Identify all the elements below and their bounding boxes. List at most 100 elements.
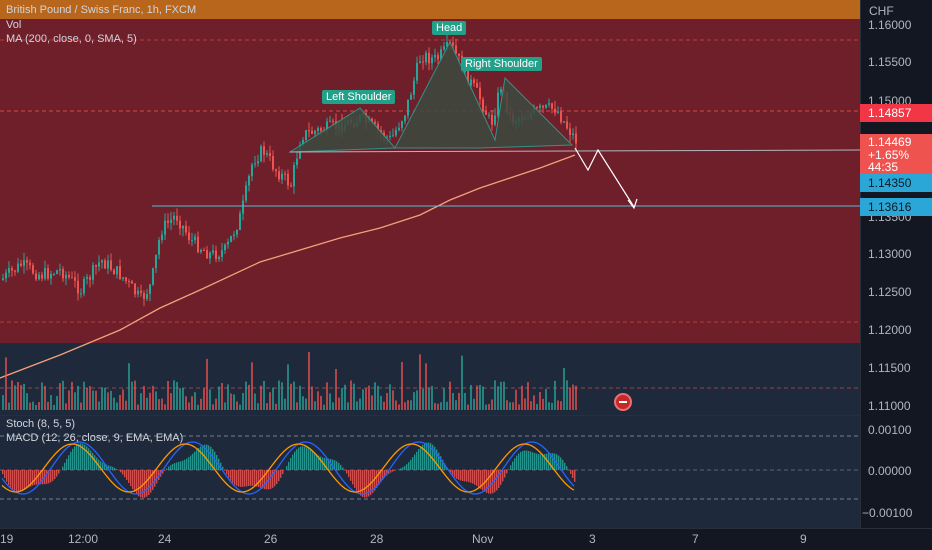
- volume-legend[interactable]: Vol: [6, 19, 22, 31]
- volume-bar: [356, 401, 358, 410]
- macd-histogram-bar: [66, 458, 68, 470]
- candle-body: [479, 87, 481, 100]
- macd-legend[interactable]: MACD (12, 26, close, 9, EMA, EMA): [6, 432, 184, 444]
- macd-histogram-bar: [84, 444, 86, 470]
- volume-bar: [536, 404, 538, 410]
- right-shoulder-label[interactable]: Right Shoulder: [461, 57, 542, 71]
- candle-body: [101, 260, 103, 263]
- macd-histogram-bar: [308, 448, 310, 470]
- candle-body: [482, 99, 484, 112]
- volume-bar: [212, 404, 214, 410]
- osc-tick: 0.00000: [868, 464, 912, 478]
- macd-histogram-bar: [432, 444, 434, 470]
- volume-bar: [122, 389, 124, 410]
- macd-histogram-bar: [460, 470, 462, 481]
- macd-histogram-bar: [110, 466, 112, 470]
- volume-bar: [494, 380, 496, 410]
- price-pane-background[interactable]: [0, 19, 860, 343]
- volume-bar: [269, 392, 271, 410]
- macd-histogram-bar: [310, 449, 312, 470]
- price-scale[interactable]: CHF: [860, 0, 932, 528]
- macd-histogram-bar: [358, 470, 360, 494]
- macd-histogram-bar: [374, 470, 376, 491]
- time-axis[interactable]: 19 12:00 24 26 28 Nov 3 7 9: [0, 528, 932, 550]
- volume-bar: [461, 355, 463, 410]
- macd-histogram-bar: [48, 470, 50, 484]
- volume-bar: [401, 361, 403, 410]
- time-tick: 9: [800, 532, 807, 546]
- candle-body: [440, 49, 442, 60]
- macd-histogram-bar: [514, 458, 516, 470]
- macd-histogram-bar: [286, 465, 288, 470]
- macd-histogram-bar: [146, 470, 148, 497]
- last-price-tag[interactable]: 1.14469: [860, 134, 932, 150]
- candle-body: [302, 139, 304, 146]
- macd-histogram-bar: [82, 443, 84, 470]
- candle-body: [284, 173, 286, 175]
- macd-histogram-bar: [112, 466, 114, 470]
- alert-price-tag[interactable]: 1.14857: [860, 104, 932, 122]
- volume-bar: [98, 401, 100, 410]
- volume-bar: [443, 388, 445, 410]
- candle-body: [71, 277, 73, 279]
- macd-histogram-bar: [450, 470, 452, 474]
- uk-flag-event-icon[interactable]: [614, 393, 632, 411]
- volume-bar: [419, 354, 421, 410]
- candle-body: [305, 130, 307, 140]
- volume-bar: [335, 368, 337, 410]
- candle-body: [563, 121, 565, 123]
- macd-histogram-bar: [274, 470, 276, 487]
- head-label[interactable]: Head: [432, 21, 467, 35]
- price-chart-svg[interactable]: [0, 0, 860, 528]
- candle-body: [134, 283, 136, 295]
- macd-histogram-bar: [408, 462, 410, 470]
- macd-histogram-bar: [170, 465, 172, 470]
- macd-histogram-bar: [116, 468, 118, 470]
- volume-bar: [158, 399, 160, 410]
- candle-body: [287, 173, 289, 186]
- macd-histogram-bar: [462, 470, 464, 482]
- candle-body: [179, 220, 181, 229]
- macd-histogram-bar: [164, 470, 166, 471]
- macd-histogram-bar: [488, 470, 490, 494]
- macd-histogram-bar: [186, 458, 188, 470]
- volume-bar: [362, 389, 364, 410]
- macd-histogram-bar: [454, 470, 456, 478]
- volume-bar: [20, 385, 22, 410]
- volume-bar: [11, 380, 13, 410]
- ma-legend[interactable]: MA (200, close, 0, SMA, 5): [6, 33, 137, 45]
- target-price-tag[interactable]: 1.13616: [860, 198, 932, 216]
- macd-histogram-bar: [278, 470, 280, 482]
- macd-histogram-bar: [366, 470, 368, 498]
- macd-histogram-bar: [478, 470, 480, 488]
- candle-body: [29, 262, 31, 266]
- candle-body: [173, 215, 175, 220]
- candle-body: [104, 260, 106, 269]
- candle-body: [53, 273, 55, 275]
- candle-body: [197, 236, 199, 253]
- macd-histogram-bar: [324, 457, 326, 470]
- macd-histogram-bar: [94, 455, 96, 470]
- candle-body: [194, 236, 196, 240]
- left-shoulder-label[interactable]: Left Shoulder: [322, 90, 396, 104]
- candle-body: [203, 249, 205, 251]
- stoch-legend[interactable]: Stoch (8, 5, 5): [6, 418, 76, 430]
- macd-histogram-bar: [178, 461, 180, 470]
- volume-bar: [191, 396, 193, 410]
- candle-body: [116, 266, 118, 275]
- macd-histogram-bar: [200, 446, 202, 470]
- candle-body: [491, 114, 493, 125]
- macd-histogram-bar: [540, 454, 542, 470]
- volume-bar: [89, 386, 91, 410]
- pane-separator[interactable]: [0, 415, 932, 416]
- neckline-price-tag[interactable]: 1.14350: [860, 174, 932, 192]
- macd-histogram-bar: [280, 470, 282, 478]
- macd-histogram-bar: [288, 461, 290, 470]
- volume-bar: [518, 404, 520, 410]
- macd-histogram-bar: [300, 446, 302, 470]
- macd-histogram-bar: [22, 470, 24, 491]
- macd-histogram-bar: [306, 447, 308, 470]
- volume-bar: [521, 385, 523, 410]
- symbol-title[interactable]: British Pound / Swiss Franc, 1h, FXCM: [6, 4, 197, 16]
